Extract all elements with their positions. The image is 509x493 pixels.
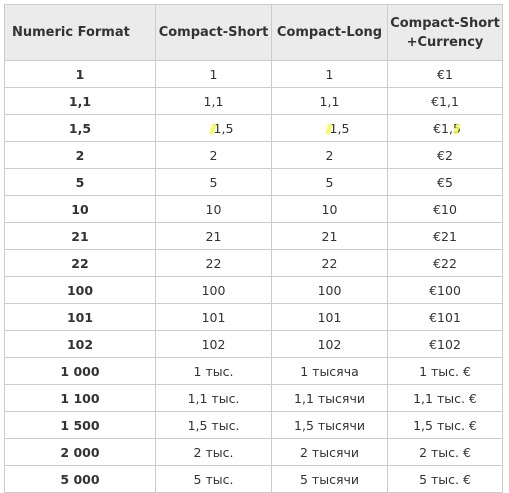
cell-numeric: 100 bbox=[4, 276, 156, 304]
highlighted-value: 1 тысяча bbox=[300, 363, 359, 379]
cell-numeric: 10 bbox=[4, 195, 156, 223]
cell-compact-short: 1,1 тыс. bbox=[155, 384, 272, 412]
table-row: 5 000 5 тыс. 5 тысячи 5 тыс. € bbox=[4, 465, 503, 493]
cell-compact-short: 100 bbox=[155, 276, 272, 304]
cell-compact-short: 1,1 bbox=[155, 87, 272, 115]
cell-compact-short-currency: €102 bbox=[387, 330, 503, 358]
cell-compact-long: 10 bbox=[271, 195, 388, 223]
table-row: 1 500 1,5 тыс. 1,5 тысячи 1,5 тыс. € bbox=[4, 411, 503, 439]
header-compact-short: Compact-Short bbox=[155, 4, 272, 61]
cell-compact-short-currency: 1 тыс. € bbox=[387, 357, 503, 385]
cell-compact-short-currency: €2 bbox=[387, 141, 503, 169]
header-currency-line1: Compact-Short bbox=[390, 15, 500, 31]
cell-compact-long: 1 bbox=[271, 60, 388, 88]
table-row: 1,5 1,5 1,5 €1,5 bbox=[4, 114, 503, 142]
cell-numeric: 1 500 bbox=[4, 411, 156, 439]
cell-compact-long: 21 bbox=[271, 222, 388, 250]
highlighted-value: 1 тыс. bbox=[193, 363, 234, 379]
cell-compact-long: 1,1 bbox=[271, 87, 388, 115]
cell-compact-long: 2 bbox=[271, 141, 388, 169]
cell-compact-short-currency: €10 bbox=[387, 195, 503, 223]
cell-compact-short: 1,5 тыс. bbox=[155, 411, 272, 439]
cell-compact-long: 101 bbox=[271, 303, 388, 331]
cell-compact-short-currency: €5 bbox=[387, 168, 503, 196]
cell-numeric: 102 bbox=[4, 330, 156, 358]
cell-compact-long: 2 тысячи bbox=[271, 438, 388, 466]
cell-compact-short-currency: €101 bbox=[387, 303, 503, 331]
table-row: 21 21 21 €21 bbox=[4, 222, 503, 250]
cell-compact-short: 1 bbox=[155, 60, 272, 88]
cell-compact-long: 1,5 bbox=[271, 114, 388, 142]
cell-numeric: 5 000 bbox=[4, 465, 156, 493]
cell-compact-short-currency: €100 bbox=[387, 276, 503, 304]
cell-numeric: 5 bbox=[4, 168, 156, 196]
table-row: 1 000 1 тыс. 1 тысяча 1 тыс. € bbox=[4, 357, 503, 385]
table-row: 1,1 1,1 1,1 €1,1 bbox=[4, 87, 503, 115]
cell-compact-short: 2 тыс. bbox=[155, 438, 272, 466]
table-row: 2 000 2 тыс. 2 тысячи 2 тыс. € bbox=[4, 438, 503, 466]
table-row: 101 101 101 €101 bbox=[4, 303, 503, 331]
cell-compact-short: 1 тыс. bbox=[155, 357, 272, 385]
cell-numeric: 1 000 bbox=[4, 357, 156, 385]
cell-compact-short: 102 bbox=[155, 330, 272, 358]
cell-compact-short-currency: €22 bbox=[387, 249, 503, 277]
table-header-row: Numeric Format Compact-Short Compact-Lon… bbox=[4, 4, 503, 61]
compact-format-table: Numeric Format Compact-Short Compact-Lon… bbox=[4, 4, 503, 493]
cell-numeric: 22 bbox=[4, 249, 156, 277]
header-currency-line2: +Currency bbox=[406, 34, 484, 50]
table-row: 10 10 10 €10 bbox=[4, 195, 503, 223]
cell-numeric: 1 100 bbox=[4, 384, 156, 412]
cell-compact-long: 100 bbox=[271, 276, 388, 304]
cell-compact-long: 1 тысяча bbox=[271, 357, 388, 385]
table-row: 100 100 100 €100 bbox=[4, 276, 503, 304]
cell-numeric: 1 bbox=[4, 60, 156, 88]
cell-compact-short-currency: 1,1 тыс. € bbox=[387, 384, 503, 412]
cell-compact-short: 2 bbox=[155, 141, 272, 169]
cell-compact-short: 21 bbox=[155, 222, 272, 250]
cell-compact-long: 102 bbox=[271, 330, 388, 358]
cell-compact-short: 5 тыс. bbox=[155, 465, 272, 493]
cell-compact-short-currency: €1,5 bbox=[387, 114, 503, 142]
cell-compact-long: 5 тысячи bbox=[271, 465, 388, 493]
table-row: 1 100 1,1 тыс. 1,1 тысячи 1,1 тыс. € bbox=[4, 384, 503, 412]
cell-value: 1,5 bbox=[329, 120, 350, 136]
cell-value: 1,5 bbox=[213, 120, 234, 136]
cell-numeric: 21 bbox=[4, 222, 156, 250]
cell-compact-short-currency: €1,1 bbox=[387, 87, 503, 115]
header-compact-long: Compact-Long bbox=[271, 4, 388, 61]
cell-compact-short-currency: €21 bbox=[387, 222, 503, 250]
cell-compact-long: 5 bbox=[271, 168, 388, 196]
cell-compact-short-currency: 2 тыс. € bbox=[387, 438, 503, 466]
table-row: 1 1 1 €1 bbox=[4, 60, 503, 88]
cell-compact-short: 10 bbox=[155, 195, 272, 223]
table-row: 22 22 22 €22 bbox=[4, 249, 503, 277]
table-row: 102 102 102 €102 bbox=[4, 330, 503, 358]
cell-compact-short-currency: 1,5 тыс. € bbox=[387, 411, 503, 439]
header-compact-short-currency: Compact-Short +Currency bbox=[387, 4, 503, 61]
cell-compact-short: 1,5 bbox=[155, 114, 272, 142]
table-row: 2 2 2 €2 bbox=[4, 141, 503, 169]
cell-numeric: 2 bbox=[4, 141, 156, 169]
header-numeric-format: Numeric Format bbox=[4, 4, 156, 61]
cell-numeric: 101 bbox=[4, 303, 156, 331]
cell-compact-long: 1,1 тысячи bbox=[271, 384, 388, 412]
cell-numeric: 1,1 bbox=[4, 87, 156, 115]
cell-compact-short: 5 bbox=[155, 168, 272, 196]
cell-compact-short-currency: 5 тыс. € bbox=[387, 465, 503, 493]
cell-compact-long: 22 bbox=[271, 249, 388, 277]
highlighted-value: 1 тыс. € bbox=[419, 363, 471, 379]
cell-numeric: 2 000 bbox=[4, 438, 156, 466]
cell-compact-short-currency: €1 bbox=[387, 60, 503, 88]
cell-compact-long: 1,5 тысячи bbox=[271, 411, 388, 439]
table-row: 5 5 5 €5 bbox=[4, 168, 503, 196]
cell-numeric: 1,5 bbox=[4, 114, 156, 142]
cell-compact-short: 101 bbox=[155, 303, 272, 331]
cell-compact-short: 22 bbox=[155, 249, 272, 277]
